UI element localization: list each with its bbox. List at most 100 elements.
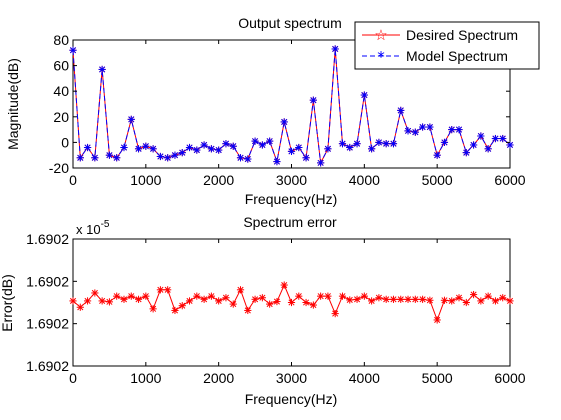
model-spectrum-point [492, 135, 499, 142]
spectrum-error-point [266, 300, 273, 307]
spectrum-error-point [201, 296, 208, 303]
model-spectrum-point [244, 155, 251, 162]
model-spectrum-point [463, 149, 470, 156]
model-spectrum-point [230, 143, 237, 150]
model-spectrum-point [266, 138, 273, 145]
spectrum-error-point [485, 293, 492, 300]
model-spectrum-point [135, 145, 142, 152]
spectrum-error-point [288, 299, 295, 306]
spectrum-error-point [142, 293, 149, 300]
spectrum-error-point [69, 297, 76, 304]
spectrum-error-point [434, 316, 441, 323]
top-x-axis-label: Frequency(Hz) [245, 191, 338, 207]
spectrum-error-point [404, 296, 411, 303]
top-x-tick-label: 3000 [276, 172, 307, 188]
model-spectrum-point [215, 146, 222, 153]
model-spectrum-point [259, 141, 266, 148]
model-spectrum-point [375, 139, 382, 146]
top-x-tick-label: 6000 [494, 172, 525, 188]
spectrum-error-point [477, 297, 484, 304]
spectrum-error-point [171, 307, 178, 314]
top-x-tick-label: 2000 [203, 172, 234, 188]
top-y-tick-label: -20 [49, 160, 69, 176]
spectrum-error-point [463, 299, 470, 306]
model-spectrum-point [448, 126, 455, 133]
bottom-y-tick-label: 1.6902 [26, 316, 69, 332]
spectrum-error-point [157, 286, 164, 293]
legend-desired-label: Desired Spectrum [406, 27, 518, 43]
model-spectrum-point [201, 141, 208, 148]
spectrum-error-point [426, 297, 433, 304]
spectrum-error-point [412, 296, 419, 303]
model-spectrum-point [302, 154, 309, 161]
spectrum-error-point [113, 293, 120, 300]
spectrum-error-point [128, 293, 135, 300]
model-spectrum-point [390, 140, 397, 147]
spectrum-error-point [346, 296, 353, 303]
legend-desired-marker: ☆ [374, 26, 387, 44]
spectrum-error-point [91, 289, 98, 296]
top-y-tick-label: 20 [53, 109, 69, 125]
top-x-tick-label: 5000 [422, 172, 453, 188]
model-spectrum-point [113, 154, 120, 161]
top-y-axis-label: Magnitude(dB) [5, 58, 21, 150]
spectrum-error-point [215, 297, 222, 304]
bottom-x-axis-label: Frequency(Hz) [245, 391, 338, 407]
spectrum-error-point [361, 293, 368, 300]
model-spectrum-point [69, 47, 76, 54]
model-spectrum-point [150, 145, 157, 152]
model-spectrum-point [477, 132, 484, 139]
spectrum-error-point [368, 297, 375, 304]
spectrum-error-point [208, 293, 215, 300]
spectrum-error-point [135, 296, 142, 303]
model-spectrum-point [470, 141, 477, 148]
spectrum-error-point [310, 301, 317, 308]
spectrum-error-point [273, 298, 280, 305]
spectrum-error-point [244, 307, 251, 314]
spectrum-error-point [150, 305, 157, 312]
model-spectrum-point [288, 148, 295, 155]
spectrum-error-point [251, 296, 258, 303]
model-spectrum-point [295, 144, 302, 151]
model-spectrum-point [383, 140, 390, 147]
model-spectrum-point [208, 145, 215, 152]
model-spectrum-point [128, 116, 135, 123]
bottom-x-tick-label: 3000 [276, 370, 307, 386]
spectrum-error-point [375, 294, 382, 301]
model-spectrum-point [273, 158, 280, 165]
model-spectrum-point [485, 145, 492, 152]
bottom-x-tick-label: 5000 [422, 370, 453, 386]
model-spectrum-point [251, 138, 258, 145]
spectrum-error-point [332, 310, 339, 317]
top-y-tick-label: 40 [53, 83, 69, 99]
spectrum-error-point [470, 291, 477, 298]
spectrum-error-point [193, 293, 200, 300]
bottom-x-tick-label: 4000 [349, 370, 380, 386]
spectrum-error-point [419, 296, 426, 303]
model-spectrum-point [120, 144, 127, 151]
spectrum-error-point [120, 296, 127, 303]
spectrum-error-point [99, 297, 106, 304]
spectrum-error-point [222, 294, 229, 301]
model-spectrum-point [426, 123, 433, 130]
model-spectrum-point [441, 139, 448, 146]
spectrum-error-point [164, 286, 171, 293]
spectrum-error-point [339, 293, 346, 300]
model-spectrum-point [332, 45, 339, 52]
model-spectrum-point [346, 144, 353, 151]
model-spectrum-point [186, 144, 193, 151]
spectrum-error-point [281, 281, 288, 288]
model-spectrum-point [455, 126, 462, 133]
legend-model-label: Model Spectrum [406, 48, 508, 64]
model-spectrum-point [310, 97, 317, 104]
spectrum-error-point [237, 286, 244, 293]
model-spectrum-point [368, 145, 375, 152]
spectrum-error-point [383, 296, 390, 303]
top-x-tick-label: 4000 [349, 172, 380, 188]
spectrum-error-point [492, 297, 499, 304]
top-x-tick-label: 1000 [130, 172, 161, 188]
spectrum-error-point [455, 294, 462, 301]
bottom-y-tick-label: 1.6902 [26, 273, 69, 289]
model-spectrum-point [434, 152, 441, 159]
